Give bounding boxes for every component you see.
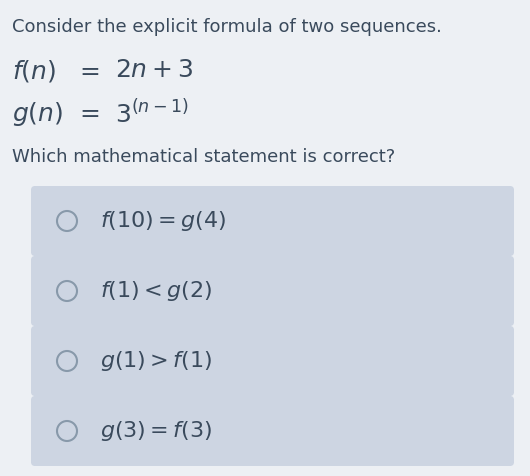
Text: $2\mathit{n} + 3$: $2\mathit{n} + 3$	[115, 58, 193, 82]
FancyBboxPatch shape	[31, 396, 514, 466]
Text: $\mathit{g}(\mathit{n})$: $\mathit{g}(\mathit{n})$	[12, 100, 63, 128]
FancyBboxPatch shape	[31, 326, 514, 396]
Text: $f(1) < g(2)$: $f(1) < g(2)$	[100, 279, 213, 303]
FancyBboxPatch shape	[31, 186, 514, 256]
Text: Consider the explicit formula of two sequences.: Consider the explicit formula of two seq…	[12, 18, 442, 36]
Text: $=$: $=$	[75, 100, 100, 124]
Text: $f(10) = g(4)$: $f(10) = g(4)$	[100, 209, 226, 233]
Text: $g(3) = f(3)$: $g(3) = f(3)$	[100, 419, 213, 443]
Text: Which mathematical statement is correct?: Which mathematical statement is correct?	[12, 148, 395, 166]
FancyBboxPatch shape	[31, 256, 514, 326]
Text: $3^{(\mathit{n}-1)}$: $3^{(\mathit{n}-1)}$	[115, 100, 189, 129]
Text: $\mathit{f}(\mathit{n})$: $\mathit{f}(\mathit{n})$	[12, 58, 56, 84]
Text: $g(1) > f(1)$: $g(1) > f(1)$	[100, 349, 213, 373]
Text: $=$: $=$	[75, 58, 100, 82]
